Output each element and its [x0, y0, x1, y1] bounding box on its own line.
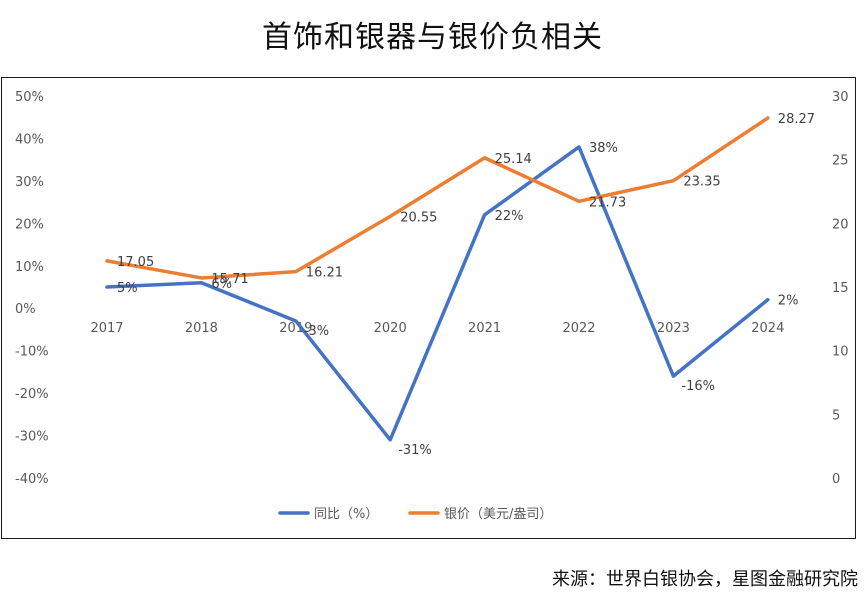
x-tick-label: 2024 [751, 321, 784, 336]
data-label: 23.35 [683, 175, 720, 190]
right-tick-label: 30 [832, 90, 849, 105]
left-tick-label: 30% [15, 175, 44, 190]
left-tick-label: -40% [15, 472, 49, 487]
right-tick-label: 0 [832, 472, 840, 487]
data-label: -31% [398, 443, 432, 458]
right-axis-ticks: 30 25 20 15 10 5 0 [832, 90, 849, 487]
legend: 同比（%） 银价（美元/盎司） [278, 507, 552, 522]
data-label: 21.73 [589, 195, 626, 210]
data-label: 15.71 [211, 272, 248, 287]
x-tick-label: 2021 [468, 321, 501, 336]
legend-label: 银价（美元/盎司） [444, 507, 552, 522]
series-line-2 [105, 116, 770, 280]
left-tick-label: -30% [15, 430, 49, 445]
data-label: -16% [681, 379, 715, 394]
legend-label: 同比（%） [314, 507, 378, 522]
right-tick-label: 25 [832, 154, 849, 169]
data-label: 20.55 [400, 210, 437, 225]
data-label: 16.21 [306, 266, 343, 281]
series-lines [105, 116, 770, 442]
source-note: 来源：世界白银协会，星图金融研究院 [552, 569, 858, 590]
left-axis-ticks: 50% 40% 30% 20% 10% 0% -10% -20% -30% -40% [15, 90, 49, 487]
chart-title: 首饰和银器与银价负相关 [262, 20, 603, 55]
left-tick-label: 20% [15, 217, 44, 232]
x-axis-ticks: 2017 2018 2019 2020 2021 2022 2023 2024 [90, 321, 784, 336]
left-tick-label: 0% [15, 302, 36, 317]
data-label: 17.05 [117, 255, 154, 270]
x-tick-label: 2017 [90, 321, 123, 336]
data-label: -3% [304, 324, 329, 339]
left-tick-label: 40% [15, 132, 44, 147]
data-label: 25.14 [495, 152, 532, 167]
left-tick-label: -20% [15, 387, 49, 402]
data-labels: 5% 6% -3% -31% 22% 38% -16% 2% 17.05 15.71 16.21 20… [117, 112, 815, 458]
chart-frame [1, 77, 856, 539]
data-label: 6% [211, 277, 232, 292]
line-chart: 50% 40% 30% 20% 10% 0% -10% -20% -30% -40% 30 25 20… [15, 90, 849, 522]
x-tick-label: 2023 [657, 321, 690, 336]
data-label: 28.27 [778, 112, 815, 127]
right-tick-label: 10 [832, 345, 849, 360]
data-label: 22% [495, 209, 524, 224]
right-tick-label: 20 [832, 217, 849, 232]
x-tick-label: 2022 [562, 321, 595, 336]
data-label: 38% [589, 141, 618, 156]
data-label: 2% [778, 294, 799, 309]
x-tick-label: 2018 [185, 321, 218, 336]
data-label: 5% [117, 281, 138, 296]
series-line-1 [105, 145, 770, 442]
left-tick-label: -10% [15, 345, 49, 360]
right-tick-label: 5 [832, 408, 840, 423]
left-tick-label: 10% [15, 260, 44, 275]
x-tick-label: 2020 [374, 321, 407, 336]
right-tick-label: 15 [832, 281, 849, 296]
left-tick-label: 50% [15, 90, 44, 105]
